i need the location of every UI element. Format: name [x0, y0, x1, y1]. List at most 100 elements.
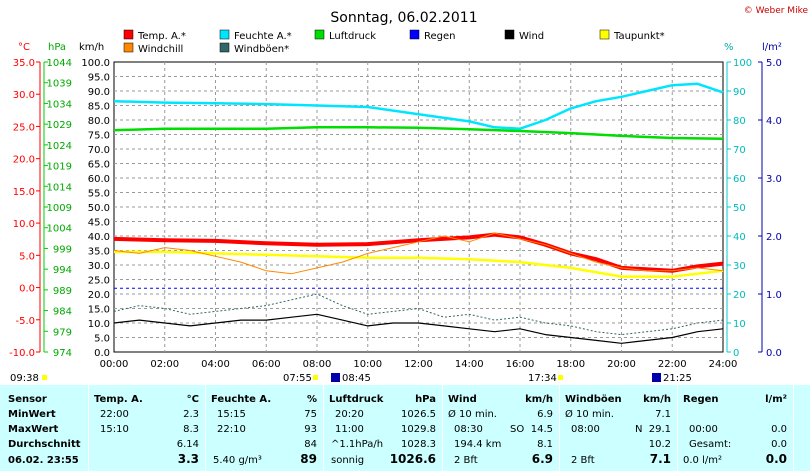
tick-label-kmh: 0.0 [94, 348, 110, 359]
legend-label: Windchill [138, 44, 183, 55]
tick-label-x: 24:00 [709, 359, 738, 370]
tick-label-rain: 1.0 [766, 290, 782, 301]
tick-label-kmh: 100.0 [81, 58, 110, 69]
tick-label-rain: 4.0 [766, 116, 782, 127]
weather-condition: sonnig [331, 455, 365, 466]
weather-chart: 100.095.090.085.080.075.070.065.060.055.… [9, 6, 809, 384]
tick-label-celsius: -10.0 [9, 348, 35, 359]
windboen-min-label: Ø 10 min. [565, 409, 614, 420]
windboen-avg-value: 10.2 [648, 439, 671, 450]
tick-label-hpa: 1044 [47, 58, 72, 69]
sunrise-left-time: 09:38 [10, 373, 39, 384]
luftdruck-max-time: 11:00 [335, 424, 364, 435]
tick-label-hpa: 1024 [47, 141, 72, 152]
tick-label-kmh: 40.0 [88, 232, 110, 243]
tick-label-percent: 50 [733, 203, 746, 214]
x-axis: 00:00 02:00 04:00 06:00 08:00 10:00 12:00 14:00… [100, 359, 738, 370]
tick-label-hpa: 1019 [47, 162, 72, 173]
regen-current-rate: 0.0 l/m² [683, 455, 722, 466]
tick-label-kmh: 80.0 [88, 116, 110, 127]
row-label: Durchschnitt [8, 439, 81, 450]
tick-label-celsius: -5.0 [15, 316, 35, 327]
tick-label-kmh: 95.0 [88, 73, 110, 84]
series-line-taupunkt [114, 250, 724, 278]
temp-current-value: 3.3 [177, 452, 199, 466]
tick-label-x: 18:00 [556, 359, 585, 370]
wind-max-value: 14.5 [530, 424, 553, 435]
tick-label-hpa: 989 [53, 286, 72, 297]
copyright-text: © Weber Mike [744, 6, 809, 16]
windboen-max-value: 29.1 [648, 424, 671, 435]
tick-label-kmh: 30.0 [88, 261, 110, 272]
header-regen-unit: l/m² [765, 394, 787, 405]
unit-celsius: °C [18, 42, 30, 53]
tick-label-hpa: 1029 [47, 120, 72, 131]
windboen-min-value: 7.1 [655, 409, 671, 420]
sun-markers: 09:38 07:55 08:45 17:34 21:25 [10, 373, 692, 384]
legend-swatch [409, 29, 420, 40]
tick-label-x: 16:00 [506, 359, 535, 370]
luftdruck-max-value: 1029.8 [401, 424, 436, 435]
legend-label: Regen [424, 31, 456, 42]
tick-label-hpa: 1039 [47, 79, 72, 90]
sun-icon [42, 375, 47, 380]
wind-avg-value: 8.1 [537, 439, 553, 450]
tick-label-x: 06:00 [252, 359, 281, 370]
legend-swatch [314, 29, 325, 40]
tick-label-hpa: 1009 [47, 203, 72, 214]
col-regen: Regen l/m² 00:00 0.0 Gesamt: 0.0 0.0 l/m… [677, 385, 794, 471]
series-line-feuchte-a [113, 82, 724, 130]
header-temp-unit: °C [186, 394, 199, 405]
tick-label-hpa: 994 [53, 265, 72, 276]
legend-label: Temp. A.* [137, 31, 186, 42]
legend-swatch [123, 42, 134, 53]
tick-label-kmh: 90.0 [88, 87, 110, 98]
feuchte-min-time: 15:15 [217, 409, 246, 420]
tick-label-kmh: 25.0 [88, 276, 110, 287]
header-feuchte: Feuchte A. [211, 394, 272, 405]
series-line-wind [113, 313, 724, 344]
header-wind: Wind [448, 394, 477, 405]
feuchte-min-value: 75 [304, 409, 317, 420]
tick-label-x: 00:00 [100, 359, 129, 370]
tick-label-x: 12:00 [404, 359, 433, 370]
wind-min-label: Ø 10 min. [448, 409, 497, 420]
tick-label-x: 22:00 [658, 359, 687, 370]
chart-title: Sonntag, 06.02.2011 [330, 10, 477, 26]
luftdruck-min-value: 1026.5 [401, 409, 436, 420]
tick-label-kmh: 10.0 [88, 319, 110, 330]
tick-label-percent: 40 [733, 232, 746, 243]
tick-label-percent: 20 [733, 290, 746, 301]
tick-label-celsius: 20.0 [13, 155, 35, 166]
header-windboen: Windböen [565, 394, 622, 405]
tick-label-kmh: 85.0 [88, 102, 110, 113]
series-line-windchill [113, 232, 724, 275]
series-line-luftdruck [113, 126, 724, 141]
windboen-bft: 2 Bft [571, 455, 595, 466]
col-luftdruck: Luftdruck hPa 20:20 1026.5 11:00 1029.8 … [323, 385, 443, 471]
unit-percent: % [724, 42, 734, 53]
temp-min-time: 22:00 [100, 409, 129, 420]
col-windboen: Windböen km/h Ø 10 min. 7.1 08:00 N 29.1… [559, 385, 678, 471]
tick-label-kmh: 20.0 [88, 290, 110, 301]
tick-label-hpa: 999 [53, 244, 72, 255]
tick-label-x: 08:00 [303, 359, 332, 370]
luftdruck-current-value: 1026.6 [389, 452, 436, 466]
col-feuchte: Feuchte A. % 15:15 75 22:10 93 84 5.40 g… [205, 385, 324, 471]
sunset-time: 17:34 [528, 373, 557, 384]
tick-label-kmh: 35.0 [88, 247, 110, 258]
unit-hpa: hPa [48, 42, 66, 53]
tick-label-percent: 30 [733, 261, 746, 272]
tick-label-celsius: 5.0 [19, 251, 35, 262]
tick-label-kmh: 55.0 [88, 189, 110, 200]
header-luftdruck: Luftdruck [329, 394, 384, 405]
luftdruck-avg-value: 1028.3 [401, 439, 436, 450]
legend-swatch [219, 42, 230, 53]
tick-label-percent: 10 [733, 319, 746, 330]
legend-swatch [123, 29, 134, 40]
windboen-max-direction: N [635, 424, 643, 435]
legend-label: Luftdruck [329, 31, 376, 42]
legend-label: Taupunkt* [613, 31, 665, 42]
series-line-windb-en [113, 293, 724, 336]
